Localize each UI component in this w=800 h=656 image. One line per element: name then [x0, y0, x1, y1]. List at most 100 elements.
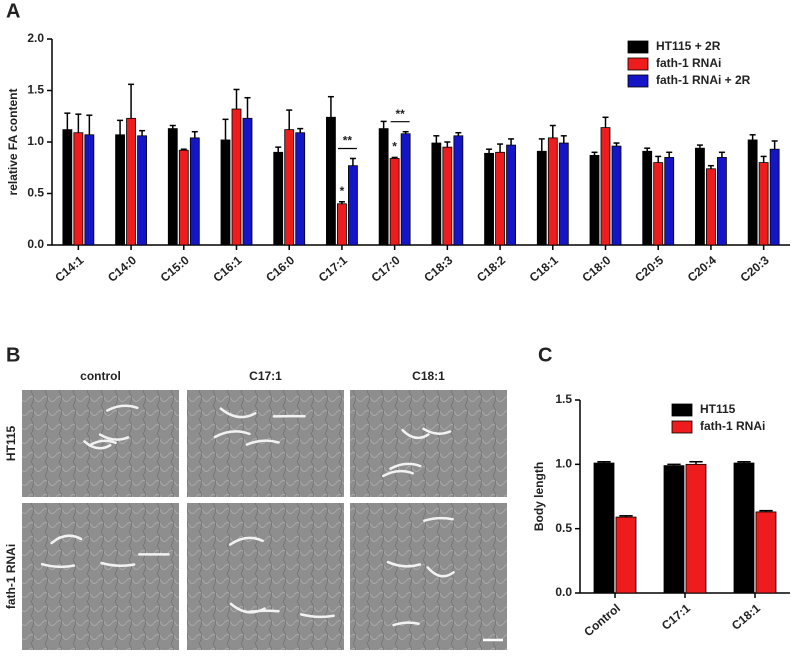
bar	[593, 462, 615, 594]
bar	[378, 128, 389, 246]
y-axis-label: relative FA content	[6, 89, 20, 196]
panel-letter: C	[538, 344, 552, 366]
worm	[229, 602, 266, 614]
x-tick-label: C20:5	[632, 253, 666, 285]
worm	[245, 439, 280, 446]
bar	[495, 151, 505, 246]
worm	[83, 440, 112, 450]
y-tick-label: 2.0	[27, 31, 44, 45]
worm	[392, 621, 420, 627]
bar	[442, 146, 453, 246]
bar	[547, 137, 558, 246]
legend-swatch	[627, 57, 649, 71]
significance-mark: *	[392, 140, 397, 154]
x-tick-label: C14:0	[105, 253, 139, 285]
legend-label: HT115 + 2R	[656, 39, 721, 53]
bar	[295, 132, 306, 246]
x-tick-label: C18:2	[474, 253, 508, 285]
bar	[758, 162, 769, 246]
bar	[695, 147, 705, 246]
significance-mark: **	[395, 107, 405, 121]
bar	[167, 128, 178, 246]
bar	[706, 168, 716, 246]
bar	[189, 137, 200, 246]
x-tick-label: C18:0	[579, 253, 613, 285]
y-tick-label: 1.0	[27, 134, 44, 148]
row-label: HT115	[4, 425, 18, 461]
y-tick-label: 0.0	[555, 585, 572, 599]
bar	[431, 142, 442, 246]
column-label: C17:1	[249, 369, 282, 383]
worm	[213, 430, 251, 439]
row-label: fath-1 RNAi	[4, 544, 18, 609]
bar	[73, 132, 84, 246]
x-tick-label: C18:1	[729, 601, 763, 633]
bar	[733, 462, 755, 594]
significance-mark: **	[343, 134, 353, 148]
bar	[178, 149, 189, 246]
bar	[284, 129, 295, 246]
worm	[106, 404, 139, 412]
worm	[423, 516, 454, 522]
bar	[84, 134, 95, 246]
bar	[326, 116, 336, 246]
x-tick-label: C20:3	[738, 253, 772, 285]
bar	[506, 144, 516, 246]
bar	[273, 151, 284, 246]
bar	[115, 134, 125, 246]
significance-mark: *	[340, 184, 345, 198]
bar	[685, 463, 707, 594]
legend-swatch	[671, 403, 693, 417]
worm	[229, 536, 264, 546]
x-tick-label: C18:3	[421, 253, 455, 285]
bar	[348, 165, 358, 246]
legend-label: HT115	[700, 402, 736, 416]
bar	[664, 157, 675, 246]
x-tick-label: C15:0	[158, 253, 192, 285]
bar	[337, 203, 347, 246]
y-tick-label: 0.5	[27, 186, 44, 200]
bar	[611, 145, 622, 246]
x-tick-label: C18:1	[527, 253, 561, 285]
bar	[615, 516, 637, 594]
column-label: C18:1	[412, 369, 445, 383]
panel-letter: A	[6, 0, 20, 22]
y-tick-label: 1.0	[555, 457, 572, 471]
panel-letter: B	[6, 344, 20, 366]
bar	[663, 465, 685, 594]
worm	[401, 428, 430, 440]
legend-label: fath-1 RNAi	[700, 419, 765, 433]
worm	[40, 562, 76, 569]
worm	[98, 433, 130, 441]
bar	[62, 129, 73, 246]
bar	[600, 127, 611, 246]
bar	[126, 117, 136, 246]
worm	[88, 439, 117, 447]
bar	[747, 139, 758, 246]
bar	[389, 158, 400, 246]
y-tick-label: 0.5	[555, 521, 572, 535]
bar	[558, 142, 569, 246]
worm	[100, 561, 136, 567]
x-tick-label: C17:1	[659, 601, 693, 633]
legend-swatch	[671, 420, 693, 434]
worm	[219, 407, 257, 419]
legend-label: fath-1 RNAi	[656, 56, 721, 70]
x-tick-label: C17:0	[369, 253, 403, 285]
bar	[400, 133, 411, 246]
bar	[231, 108, 242, 246]
y-tick-label: 0.0	[27, 237, 44, 251]
micrograph	[187, 503, 344, 650]
bar	[717, 157, 727, 246]
legend-swatch	[627, 40, 649, 54]
y-tick-label: 1.5	[555, 392, 572, 406]
worm	[50, 534, 83, 545]
worm	[389, 462, 422, 470]
micrograph	[187, 390, 344, 497]
bar	[589, 154, 600, 246]
x-tick-label: C16:0	[263, 253, 297, 285]
column-label: control	[80, 369, 121, 383]
bar	[453, 135, 464, 246]
y-axis-label: Body length	[532, 462, 546, 531]
worm	[299, 613, 335, 619]
